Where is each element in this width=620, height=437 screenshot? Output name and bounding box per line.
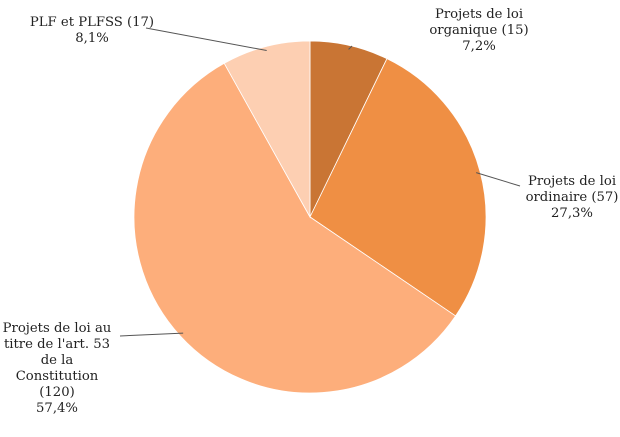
leader-line	[119, 332, 184, 337]
leader-line	[145, 27, 267, 52]
leader-line	[348, 45, 353, 50]
slice-percent: 7,2%	[462, 39, 496, 54]
slice-percent: 57,4%	[36, 401, 78, 416]
slice-percent: 8,1%	[75, 31, 109, 46]
slice-label-line: de la	[40, 353, 74, 368]
slice-ordinaire	[309, 58, 487, 317]
pie-slices	[133, 40, 487, 394]
slice-art53	[133, 62, 457, 394]
slice-label-line: Constitution	[15, 369, 99, 384]
slice-label-line: ordinaire (57)	[525, 190, 619, 205]
slice-label-ordinaire: Projets de loi ordinaire (57) 27,3%	[512, 174, 620, 222]
slice-label-art53: Projets de loi au titre de l'art. 53 de …	[0, 321, 118, 417]
slice-label-line: Projets de loi	[527, 174, 617, 189]
slice-label-plf-plfss: PLF et PLFSS (17) 8,1%	[22, 15, 162, 47]
slice-label-line: PLF et PLFSS (17)	[29, 15, 155, 30]
slice-plf-plfss	[223, 40, 311, 219]
slice-label-line: organique (15)	[429, 23, 529, 38]
slice-label-line: (120)	[39, 385, 75, 400]
leader-lines	[119, 27, 521, 337]
slice-label-organique: Projets de loi organique (15) 7,2%	[404, 7, 554, 55]
leader-line	[476, 172, 521, 187]
slice-percent: 27,3%	[551, 206, 593, 221]
slice-label-line: titre de l'art. 53	[3, 337, 111, 352]
slice-label-line: Projets de loi	[434, 7, 524, 22]
slice-label-line: Projets de loi au	[2, 321, 112, 336]
